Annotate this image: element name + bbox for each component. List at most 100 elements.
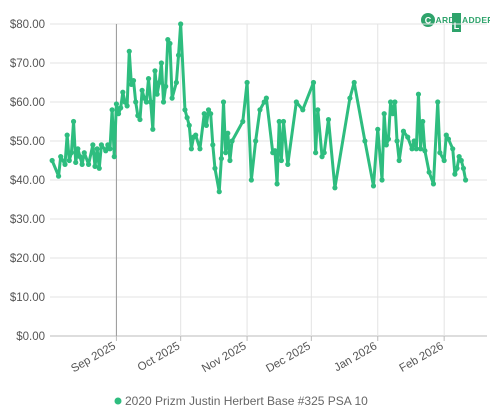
data-point[interactable]: [379, 177, 385, 183]
data-point[interactable]: [98, 142, 105, 148]
data-point[interactable]: [411, 138, 417, 144]
data-point[interactable]: [218, 155, 224, 162]
data-point[interactable]: [173, 79, 179, 86]
data-point[interactable]: [278, 157, 284, 164]
data-point[interactable]: [175, 52, 182, 58]
data-point[interactable]: [75, 146, 81, 152]
data-point[interactable]: [135, 113, 141, 119]
data-point[interactable]: [263, 95, 269, 101]
data-point[interactable]: [130, 77, 137, 84]
data-point[interactable]: [325, 116, 332, 123]
data-point[interactable]: [390, 111, 396, 117]
data-point[interactable]: [458, 157, 464, 164]
data-point[interactable]: [111, 154, 117, 160]
data-point[interactable]: [81, 150, 87, 156]
data-point[interactable]: [90, 142, 96, 148]
data-point[interactable]: [113, 101, 120, 107]
data-point[interactable]: [68, 150, 75, 156]
data-point[interactable]: [141, 95, 147, 101]
data-point[interactable]: [420, 118, 426, 125]
data-point[interactable]: [70, 118, 77, 125]
data-point[interactable]: [456, 154, 462, 160]
data-point[interactable]: [220, 99, 227, 105]
data-point[interactable]: [240, 118, 246, 125]
data-point[interactable]: [105, 142, 111, 148]
data-point[interactable]: [257, 107, 263, 113]
legend[interactable]: 2020 Prizm Justin Herbert Base #325 PSA …: [114, 394, 369, 408]
data-point[interactable]: [462, 177, 469, 183]
data-point[interactable]: [120, 89, 126, 95]
data-point[interactable]: [272, 148, 278, 154]
data-point[interactable]: [362, 138, 368, 144]
data-point[interactable]: [280, 118, 287, 125]
data-point[interactable]: [73, 159, 79, 166]
data-point[interactable]: [435, 99, 441, 105]
data-point[interactable]: [55, 173, 62, 179]
data-point[interactable]: [92, 163, 98, 169]
data-point[interactable]: [388, 99, 394, 105]
data-point[interactable]: [193, 132, 199, 138]
data-point[interactable]: [154, 91, 160, 97]
data-point[interactable]: [394, 138, 400, 144]
data-point[interactable]: [178, 21, 184, 27]
data-point[interactable]: [124, 103, 130, 109]
data-point[interactable]: [375, 126, 381, 132]
data-point[interactable]: [276, 118, 282, 125]
data-point[interactable]: [128, 81, 134, 88]
data-point[interactable]: [197, 146, 203, 152]
data-point[interactable]: [417, 146, 424, 152]
data-point[interactable]: [253, 138, 259, 144]
data-point[interactable]: [437, 150, 443, 156]
data-point[interactable]: [96, 165, 102, 171]
data-point[interactable]: [396, 157, 402, 164]
data-point[interactable]: [293, 99, 299, 105]
data-point[interactable]: [415, 91, 422, 97]
data-point[interactable]: [400, 128, 407, 134]
data-point[interactable]: [422, 148, 428, 154]
data-point[interactable]: [148, 99, 154, 105]
series-group[interactable]: [49, 21, 469, 195]
data-point[interactable]: [351, 79, 357, 86]
data-point[interactable]: [139, 87, 145, 93]
data-point[interactable]: [445, 136, 452, 142]
data-point[interactable]: [150, 126, 156, 132]
data-point[interactable]: [285, 161, 291, 167]
data-point[interactable]: [118, 105, 124, 111]
data-point[interactable]: [158, 60, 164, 66]
legend-label[interactable]: 2020 Prizm Justin Herbert Base #325 PSA …: [125, 394, 368, 408]
data-point[interactable]: [454, 165, 460, 171]
data-point[interactable]: [332, 185, 338, 191]
data-point[interactable]: [261, 99, 267, 105]
data-point[interactable]: [85, 161, 92, 167]
data-point[interactable]: [109, 107, 115, 113]
data-point[interactable]: [385, 136, 392, 142]
data-point[interactable]: [201, 111, 207, 117]
data-point[interactable]: [450, 146, 456, 152]
data-point[interactable]: [79, 161, 85, 167]
data-point[interactable]: [145, 76, 152, 82]
data-point[interactable]: [225, 130, 231, 136]
data-point[interactable]: [137, 116, 143, 123]
data-point[interactable]: [274, 181, 280, 187]
data-point[interactable]: [66, 157, 72, 164]
data-point[interactable]: [77, 154, 83, 160]
data-point[interactable]: [227, 157, 233, 164]
data-point[interactable]: [152, 68, 158, 74]
data-point[interactable]: [203, 122, 209, 128]
data-point[interactable]: [370, 183, 377, 189]
data-point[interactable]: [392, 99, 398, 105]
data-point[interactable]: [452, 171, 458, 177]
data-point[interactable]: [156, 79, 162, 86]
data-point[interactable]: [405, 134, 411, 140]
data-point[interactable]: [169, 95, 175, 101]
data-point[interactable]: [160, 99, 167, 105]
data-point[interactable]: [315, 107, 321, 113]
data-point[interactable]: [229, 138, 235, 144]
data-point[interactable]: [163, 83, 169, 89]
data-point[interactable]: [62, 161, 68, 167]
data-point[interactable]: [443, 132, 449, 138]
data-point[interactable]: [441, 157, 447, 164]
data-point[interactable]: [182, 107, 188, 113]
data-point[interactable]: [409, 146, 415, 152]
data-point[interactable]: [223, 150, 229, 156]
